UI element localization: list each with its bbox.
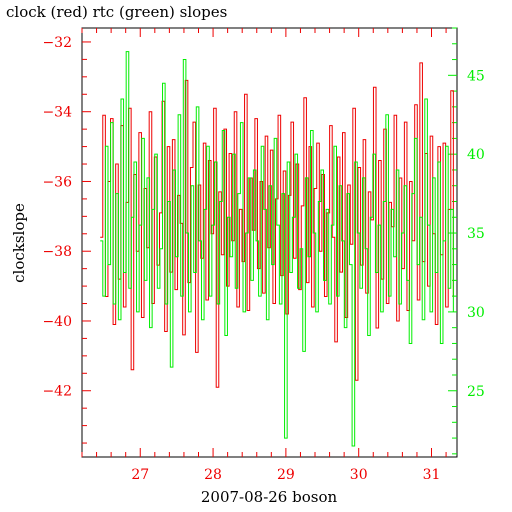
plot-frame [81, 27, 458, 458]
bottom-tick-label: 28 [204, 467, 222, 483]
y-axis-label: clockslope [10, 203, 28, 283]
bottom-tick-label: 29 [277, 467, 295, 483]
right-tick-label: 25 [467, 384, 485, 400]
right-tick-label: 30 [467, 305, 485, 321]
right-tick-label: 40 [467, 147, 485, 163]
bottom-tick-label: 30 [350, 467, 368, 483]
left-tick-label: −42 [42, 384, 72, 400]
bottom-axis: 27 28 29 30 31 [81, 448, 447, 483]
series-layer [100, 51, 454, 447]
left-tick-label: −38 [42, 244, 72, 260]
bottom-tick-label: 27 [131, 467, 149, 483]
series-rtc [100, 51, 454, 447]
left-tick-label: −36 [42, 174, 72, 190]
left-tick-label: −34 [42, 105, 72, 121]
left-tick-label: −40 [42, 314, 72, 330]
chart-title: clock (red) rtc (green) slopes [6, 3, 227, 21]
right-tick-label: 35 [467, 226, 485, 242]
x-axis-label: 2007-08-26 boson [201, 488, 338, 506]
left-axis: −32 −34 −36 −38 −40 −42 [42, 35, 91, 444]
series-clock [100, 62, 454, 388]
right-tick-label: 45 [467, 68, 485, 84]
right-axis: 25 30 35 40 45 [448, 27, 485, 455]
left-tick-label: −32 [42, 35, 72, 51]
top-axis [81, 28, 447, 37]
bottom-tick-label: 31 [423, 467, 441, 483]
